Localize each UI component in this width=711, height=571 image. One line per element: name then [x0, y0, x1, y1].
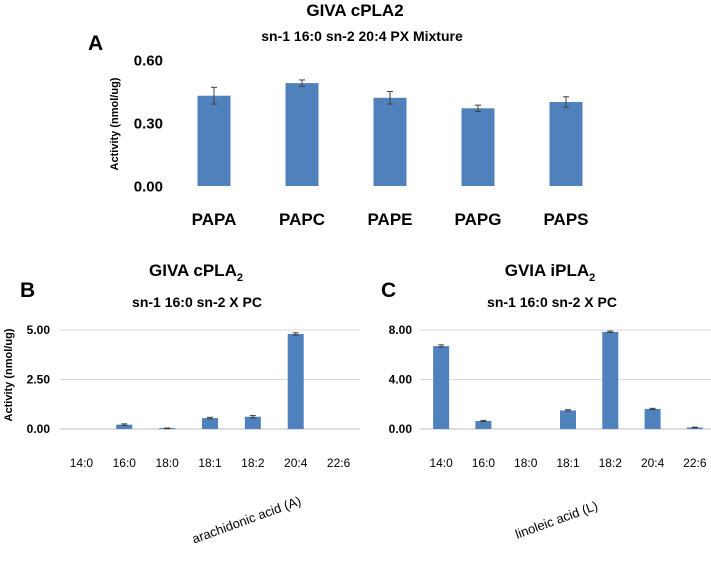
panel-b-error-bar-18-0 — [164, 427, 171, 430]
panel-c-xlabel: linoleic acid (L) — [513, 498, 600, 542]
panel-b-title: GIVA cPLA2 — [149, 261, 243, 284]
panel-c-category-label: 22:6 — [683, 456, 707, 470]
panel-c-error-bar-20-4 — [649, 407, 656, 411]
panel-c-category-label: 20:4 — [641, 456, 665, 470]
panel-c-title: GVIA iPLA2 — [505, 261, 596, 284]
panel-c-category-label: 16:0 — [472, 456, 496, 470]
panel-c-letter: C — [381, 279, 396, 302]
panel-b-error-bar-18-2 — [249, 415, 256, 419]
panel-a-bar-PAPG — [461, 108, 495, 186]
panel-a-category-label: PAPG — [455, 210, 502, 229]
panel-a-error-bar-PAPE — [387, 91, 393, 105]
panel-a-error-bar-PAPC — [299, 79, 305, 87]
panel-c-error-bar-22-6 — [691, 426, 698, 429]
panel-b-bar-18-2 — [244, 416, 261, 429]
panel-a-plot: 0.00 0.30 0.60 PAPA PAPC PAPE PAPG PAPS — [134, 52, 589, 229]
panel-a-ytick-label: 0.30 — [134, 115, 163, 132]
panel-b-bar-20-4 — [287, 333, 304, 429]
panel-b: B GIVA cPLA2 sn-1 16:0 sn-2 X PC Activit… — [3, 261, 360, 546]
panel-b-error-bar-18-1 — [207, 416, 213, 420]
panel-b-category-label: 18:0 — [155, 456, 179, 470]
panel-c: C GVIA iPLA2 sn-1 16:0 sn-2 X PC 0.00 4.0… — [381, 261, 711, 542]
panel-c-bar-14-0 — [433, 346, 450, 429]
panel-b-error-bar-16-0 — [121, 423, 128, 426]
panel-c-bar-16-0 — [475, 420, 492, 429]
panel-c-ytick-label: 0.00 — [389, 422, 413, 436]
panel-a-bar-PAPS — [549, 102, 583, 186]
panel-c-ytick-label: 8.00 — [389, 323, 413, 337]
panel-c-bar-20-4 — [644, 408, 661, 429]
panel-b-ytick-label: 5.00 — [27, 323, 51, 337]
panel-c-error-bar-18-2 — [607, 330, 614, 334]
panel-a-bar-PAPE — [373, 97, 407, 186]
panel-c-error-bar-14-0 — [438, 344, 445, 348]
panel-a-category-label: PAPS — [543, 210, 588, 229]
panel-a-category-label: PAPA — [192, 210, 237, 229]
panel-a-error-bar-PAPG — [475, 104, 481, 112]
panel-a: A GIVA cPLA2 sn-1 16:0 sn-2 20:4 PX Mixt… — [88, 1, 589, 229]
panel-b-category-label: 22:6 — [327, 456, 351, 470]
panel-b-ylabel: Activity (nmol/ug) — [3, 328, 15, 421]
panel-a-bar-PAPC — [285, 83, 319, 186]
panel-b-ytick-label: 2.50 — [27, 373, 51, 387]
panel-c-category-label: 18:2 — [599, 456, 623, 470]
panel-a-bar-PAPA — [197, 95, 231, 186]
panel-b-category-label: 18:1 — [198, 456, 222, 470]
panel-b-bar-16-0 — [116, 424, 133, 429]
panel-b-ytick-label: 0.00 — [27, 422, 51, 436]
panel-c-bar-18-1 — [560, 410, 576, 429]
panel-c-category-label: 14:0 — [429, 456, 453, 470]
panel-a-category-label: PAPE — [367, 210, 412, 229]
panel-c-error-bar-16-0 — [480, 419, 487, 423]
panel-a-title: GIVA cPLA2 — [306, 1, 403, 20]
panel-a-category-label: PAPC — [279, 210, 325, 229]
panel-b-bar-18-1 — [202, 418, 218, 429]
panel-c-error-bar-18-1 — [565, 409, 571, 412]
panel-c-category-label: 18:1 — [556, 456, 580, 470]
panel-b-letter: B — [20, 279, 35, 302]
panel-c-plot: 0.00 4.00 8.00 14:0 16:0 18:0 18:1 18:2 20:4 22:6 — [389, 323, 711, 470]
panel-c-ytick-label: 4.00 — [389, 373, 413, 387]
panel-a-error-bar-PAPA — [211, 86, 217, 105]
panel-a-subtitle: sn-1 16:0 sn-2 20:4 PX Mixture — [261, 28, 463, 44]
panel-a-ytick-label: 0.60 — [134, 52, 163, 69]
panel-b-subtitle: sn-1 16:0 sn-2 X PC — [132, 294, 262, 310]
panel-b-category-label: 20:4 — [284, 456, 308, 470]
panel-c-category-label: 18:0 — [514, 456, 538, 470]
panel-b-category-label: 18:2 — [241, 456, 265, 470]
panel-b-category-label: 16:0 — [113, 456, 137, 470]
panel-b-xlabel: arachidonic acid (A) — [190, 493, 303, 546]
panel-c-subtitle: sn-1 16:0 sn-2 X PC — [487, 294, 617, 310]
panel-a-error-bar-PAPS — [563, 96, 569, 108]
panel-b-error-bar-20-4 — [292, 332, 299, 336]
panel-a-letter: A — [88, 32, 103, 55]
panel-a-ytick-label: 0.00 — [134, 178, 163, 195]
panel-b-category-label: 14:0 — [70, 456, 94, 470]
panel-c-bar-18-2 — [602, 331, 619, 429]
panel-a-ylabel: Activity (nmol/ug) — [109, 77, 121, 170]
panel-b-plot: 0.00 2.50 5.00 14:0 16:0 18:0 18:1 18:2 20:4 22:6 — [27, 323, 360, 470]
